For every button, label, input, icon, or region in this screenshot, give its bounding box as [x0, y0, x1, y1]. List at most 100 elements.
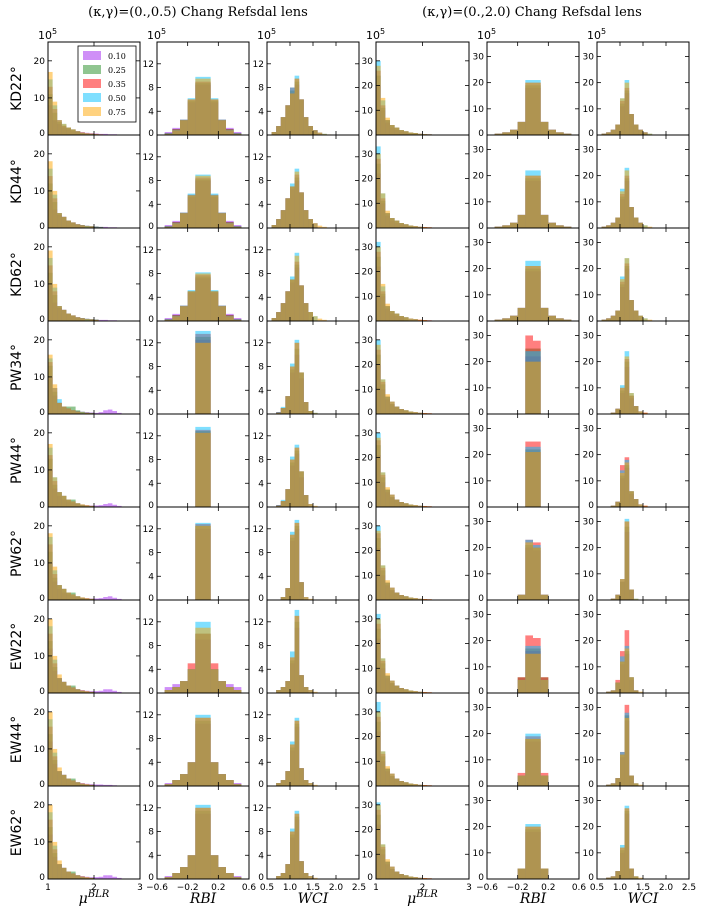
bar-075-bin2 — [172, 687, 180, 693]
bar-075-bin1 — [164, 133, 173, 135]
bar-075-bin6 — [533, 653, 541, 693]
bar-075-bin1 — [164, 226, 173, 228]
bar-075-bin9 — [226, 687, 234, 693]
bar-075-bin9 — [308, 783, 313, 786]
bar-075-bin4 — [389, 587, 395, 600]
bar-075-bin1 — [164, 690, 173, 693]
panel-frame — [156, 785, 250, 880]
bar-075-bin8 — [218, 774, 226, 786]
y-tick-label: 8 — [258, 456, 264, 466]
y-tick-label: 0 — [588, 594, 594, 604]
bar-075-bin9 — [638, 129, 643, 135]
x-axis-label-superscript: BLR — [87, 889, 110, 900]
y-tick-label: 0 — [478, 129, 484, 139]
bar-075-bin2 — [606, 225, 611, 228]
y-tick-label: 20 — [34, 336, 46, 346]
bar-075-bin10 — [313, 316, 318, 321]
bar-075-bin1 — [271, 318, 277, 321]
bar-075-bin2 — [380, 751, 386, 786]
bar-075-bin6 — [203, 717, 211, 786]
bar-075-bin8 — [218, 213, 226, 228]
y-tick-label: 20 — [362, 268, 374, 278]
bar-075-bin2 — [606, 318, 611, 321]
bar-075-bin10 — [313, 877, 318, 879]
bar-075-bin9 — [413, 784, 418, 786]
y-tick-label: 20 — [583, 358, 595, 368]
bar-075-bin7 — [629, 775, 634, 786]
panel-r6-c1: 0 10 20 — [34, 506, 141, 604]
y-tick-label: 12 — [143, 153, 154, 163]
bar-075-bin10 — [417, 691, 423, 693]
bar-075-bin8 — [548, 222, 556, 228]
bar-075-bin8 — [633, 690, 639, 693]
bar-075-bin10 — [313, 130, 318, 135]
y-tick-label: 0 — [39, 315, 45, 325]
bar-075-bin2 — [52, 748, 58, 786]
x-tick-label: −0.6 — [476, 883, 498, 893]
bar-075-bin1 — [164, 877, 173, 879]
bar-075-bin12 — [322, 319, 327, 321]
bar-075-bin4 — [615, 310, 620, 321]
y-tick-label: 20 — [473, 79, 485, 89]
bar-075-bin9 — [638, 877, 643, 879]
y-tick-label: 20 — [583, 637, 595, 647]
y-tick-label: 10 — [583, 663, 595, 673]
panel-r2-c4: 0 10 20 30 — [362, 134, 470, 232]
bar-075-bin7 — [540, 307, 549, 321]
bar-075-bin9 — [413, 226, 418, 228]
bar-075-bin5 — [195, 525, 203, 600]
panel-r6-c3: 0 4 8 12 — [253, 506, 360, 604]
y-tick-label: 30 — [473, 331, 485, 341]
y-tick-label: 8 — [258, 270, 264, 280]
bar-075-bin1 — [494, 133, 503, 135]
bar-075-bin3 — [385, 117, 390, 135]
x-axis-label-superscript: BLR — [415, 889, 438, 900]
y-tick-label: 30 — [473, 52, 485, 62]
y-tick-label: 0 — [39, 222, 45, 232]
panel-r5-c1: 0 10 20 — [34, 413, 141, 511]
bar-075-bin3 — [57, 492, 62, 507]
row-labels: KD22° KD44° KD62° PW34° PW44° PW62° EW22° EW44°… — [9, 66, 25, 856]
y-tick-label: 4 — [258, 851, 264, 861]
x-tick-label: 1.5 — [636, 883, 650, 893]
y-tick-label: 8 — [258, 363, 264, 373]
bar-075-bin6 — [624, 170, 630, 228]
y-tick-label: 0 — [148, 501, 154, 511]
panel-frame — [375, 41, 470, 136]
bar-075-bin5 — [66, 313, 71, 321]
bar-075-bin3 — [610, 315, 616, 321]
bar-075-bin2 — [276, 690, 281, 693]
bar-075-bin2 — [380, 97, 386, 135]
bar-075-bin9 — [638, 411, 643, 414]
bar-075-bin2 — [52, 655, 58, 693]
bar-075-bin4 — [285, 105, 290, 135]
x-tick-label: 2.5 — [682, 883, 696, 893]
bar-075-bin6 — [624, 648, 630, 693]
bar-075-bin7 — [299, 285, 304, 321]
y-tick-label: 0 — [478, 687, 484, 697]
bar-010-bin14 — [107, 875, 113, 879]
bar-075-bin3 — [57, 306, 62, 321]
bar-010-bin13 — [103, 319, 108, 321]
bar-075-bin6 — [533, 82, 541, 135]
y-tick-label: 10 — [34, 373, 46, 383]
bar-075-bin6 — [203, 525, 211, 600]
y-tick-label: 30 — [473, 238, 485, 248]
x-tick-label: 3 — [466, 883, 472, 893]
y-tick-label: 4 — [258, 572, 264, 582]
bar-075-bin9 — [84, 598, 90, 600]
panel-r7-c3: 0 4 8 12 — [253, 599, 360, 697]
bar-010-bin15 — [112, 876, 117, 879]
y-tick-label: 30 — [583, 331, 595, 341]
bar-075-bin1 — [48, 443, 53, 507]
y-tick-label: 30 — [473, 145, 485, 155]
bar-075-bin11 — [647, 319, 653, 321]
bar-075-bin1 — [48, 71, 53, 135]
bar-075-bin4 — [61, 123, 67, 136]
bar-075-bin4 — [61, 681, 67, 694]
bar-075-bin4 — [389, 218, 395, 228]
panel-r6-c6: 0 10 20 30 — [583, 506, 690, 604]
y-tick-label: 20 — [34, 429, 46, 439]
y-tick-label: 30 — [583, 703, 595, 713]
y-tick-label: 12 — [253, 804, 264, 814]
